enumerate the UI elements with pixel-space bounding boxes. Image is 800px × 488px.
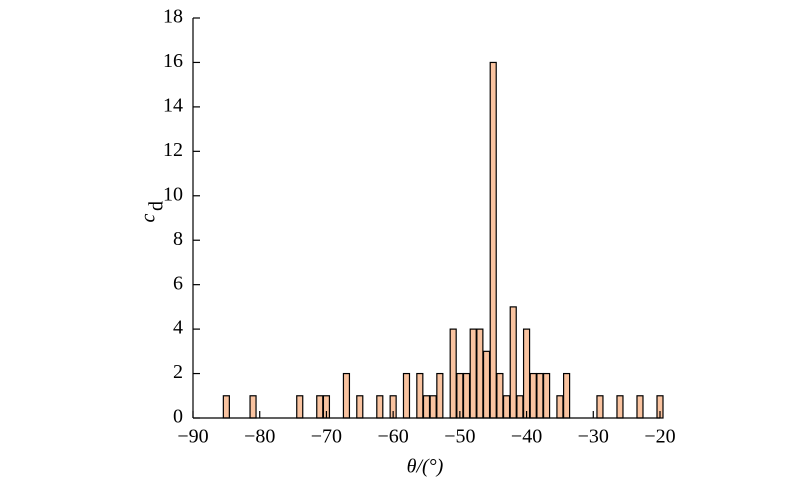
x-tick-label: −70 — [311, 426, 342, 448]
bar — [436, 372, 444, 419]
y-tick-label: 16 — [163, 50, 183, 72]
x-tick-label: −50 — [444, 426, 475, 448]
bar — [462, 372, 471, 419]
bar — [496, 372, 504, 419]
y-tick-label: 0 — [173, 406, 183, 428]
x-tick-label: −30 — [578, 426, 609, 448]
bar — [502, 395, 511, 419]
bar — [562, 372, 571, 419]
y-tick-label: 6 — [173, 272, 183, 294]
y-axis-label-group: c d — [138, 201, 168, 222]
bar — [536, 372, 544, 419]
bar — [429, 395, 437, 419]
bar — [482, 350, 491, 419]
y-tick-label: 18 — [163, 6, 183, 28]
bar — [376, 395, 384, 419]
bar — [356, 395, 364, 419]
y-tick-label: 2 — [173, 361, 183, 383]
y-tick-label: 14 — [163, 94, 183, 116]
x-tick-label: −90 — [177, 426, 208, 448]
bar — [402, 372, 411, 419]
bar — [469, 328, 477, 419]
bar — [636, 395, 644, 419]
bar — [509, 306, 517, 419]
bar — [596, 395, 604, 419]
bar — [249, 395, 257, 419]
bar — [222, 395, 230, 419]
bar — [416, 372, 424, 419]
bar — [449, 328, 457, 419]
bar — [556, 395, 564, 419]
bar — [616, 395, 624, 419]
x-axis-label: θ/(°) — [407, 456, 444, 478]
x-tick-label: −60 — [378, 426, 409, 448]
x-tick-label: −40 — [511, 426, 542, 448]
bar — [422, 395, 431, 419]
bar — [296, 395, 304, 419]
bar — [476, 328, 484, 419]
bar — [516, 395, 524, 419]
y-tick-label: 8 — [173, 228, 183, 250]
y-tick-label: 12 — [163, 139, 183, 161]
y-axis-label: c — [138, 213, 160, 222]
y-tick-label: 4 — [173, 317, 183, 339]
bar — [542, 372, 551, 419]
bar — [489, 61, 497, 419]
x-tick-label: −20 — [644, 426, 675, 448]
bar — [316, 395, 324, 419]
bar — [342, 372, 351, 419]
x-tick-label: −80 — [244, 426, 275, 448]
y-axis-label-sub: d — [146, 201, 168, 211]
y-tick-label: 10 — [163, 183, 183, 205]
bar — [529, 372, 537, 419]
bar — [522, 328, 531, 419]
